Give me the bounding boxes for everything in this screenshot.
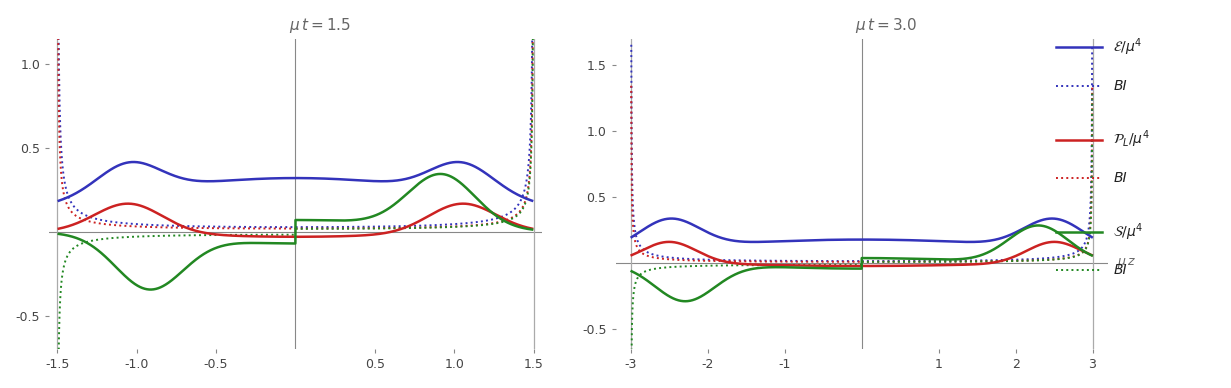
Text: BI: BI: [1113, 171, 1126, 185]
Text: $\mathcal{S}/\mu^4$: $\mathcal{S}/\mu^4$: [1113, 221, 1144, 242]
Text: BI: BI: [1113, 79, 1126, 93]
Text: $\mathcal{E}/\mu^4$: $\mathcal{E}/\mu^4$: [1113, 36, 1142, 58]
Text: $\mu\, z$: $\mu\, z$: [1118, 256, 1136, 270]
Text: BI: BI: [1113, 263, 1126, 277]
Title: $\mu\, t = 3.0$: $\mu\, t = 3.0$: [856, 16, 917, 35]
Title: $\mu\, t = 1.5$: $\mu\, t = 1.5$: [289, 16, 351, 35]
Text: $\mathcal{P}_L/\mu^4$: $\mathcal{P}_L/\mu^4$: [1113, 129, 1150, 150]
